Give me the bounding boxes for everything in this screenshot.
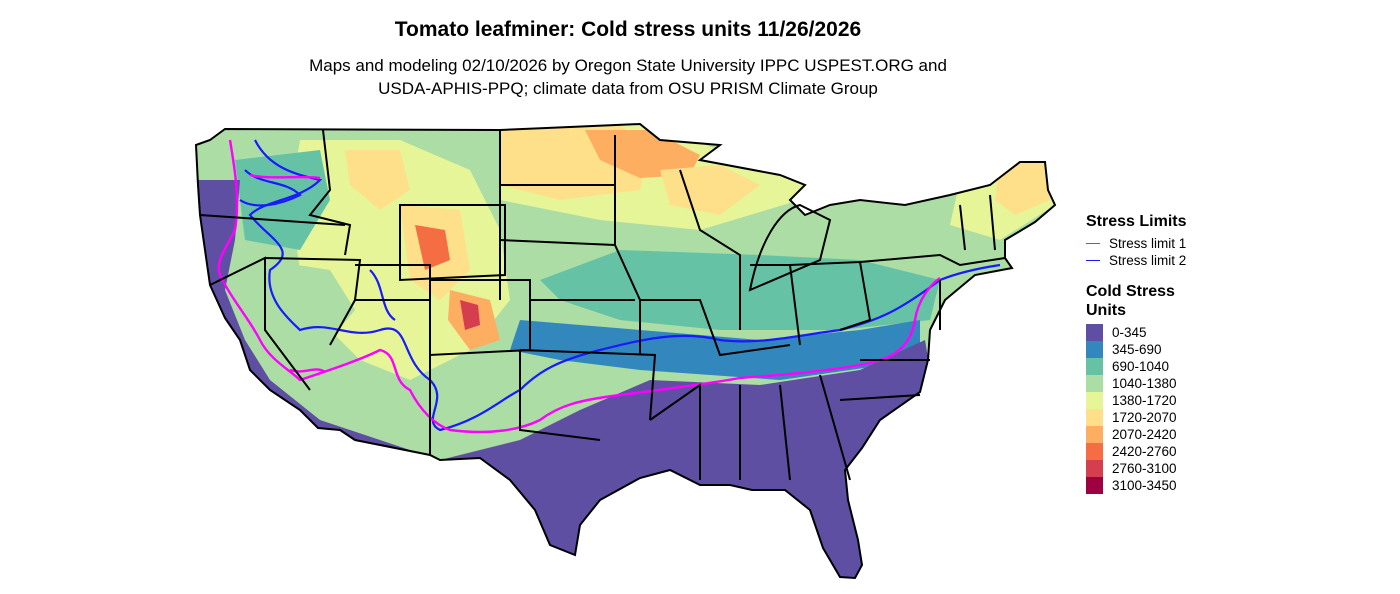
class-3-label: 1040-1380 <box>1112 376 1177 391</box>
class-3-swatch <box>1086 375 1103 392</box>
class-8-label: 2760-3100 <box>1112 461 1177 476</box>
legend-class-1: 345-690 <box>1086 341 1306 358</box>
cold-stress-legend-title: Cold Stress Units <box>1086 282 1306 320</box>
legend-class-6: 2070-2420 <box>1086 426 1306 443</box>
stress-limits-legend-title: Stress Limits <box>1086 213 1187 230</box>
subtitle-line-2: USDA-APHIS-PPQ; climate data from OSU PR… <box>378 79 878 98</box>
us-cold-stress-map <box>195 123 1056 579</box>
subtitle-line-1: Maps and modeling 02/10/2026 by Oregon S… <box>309 56 947 75</box>
class-9-label: 3100-3450 <box>1112 478 1177 493</box>
stress-limit-2-contour <box>239 139 1001 432</box>
class-9-swatch <box>1086 477 1103 494</box>
legend-class-2: 690-1040 <box>1086 358 1306 375</box>
stress-raster <box>196 124 1055 578</box>
class-5-swatch <box>1086 409 1103 426</box>
stress-limit-2-swatch <box>1086 260 1100 261</box>
state-boundaries <box>195 123 1056 579</box>
class-1-label: 345-690 <box>1112 342 1162 357</box>
class-8-swatch <box>1086 460 1103 477</box>
class-6-swatch <box>1086 426 1103 443</box>
map-subtitle: Maps and modeling 02/10/2026 by Oregon S… <box>0 54 1256 100</box>
class-0-swatch <box>1086 324 1103 341</box>
legend-class-3: 1040-1380 <box>1086 375 1306 392</box>
class-4-swatch <box>1086 392 1103 409</box>
class-7-label: 2420-2760 <box>1112 444 1177 459</box>
legend-stress-limit-2: Stress limit 2 <box>1086 252 1306 269</box>
legend-class-9: 3100-3450 <box>1086 477 1306 494</box>
map-legend: Stress Limits Stress limit 1 Stress limi… <box>1086 212 1306 494</box>
class-4-label: 1380-1720 <box>1112 393 1177 408</box>
map-title: Tomato leafminer: Cold stress units 11/2… <box>394 18 862 41</box>
class-7-swatch <box>1086 443 1103 460</box>
class-1-swatch <box>1086 341 1103 358</box>
cold-stress-title-line-1: Cold Stress <box>1086 283 1175 300</box>
stress-limit-1-swatch <box>1086 243 1100 244</box>
legend-class-0: 0-345 <box>1086 324 1306 341</box>
class-6-label: 2070-2420 <box>1112 427 1177 442</box>
stress-limit-1-label: Stress limit 1 <box>1109 236 1187 251</box>
class-0-label: 0-345 <box>1112 325 1147 340</box>
legend-class-5: 1720-2070 <box>1086 409 1306 426</box>
cold-stress-title-line-2: Units <box>1086 302 1126 319</box>
class-5-label: 1720-2070 <box>1112 410 1177 425</box>
class-2-swatch <box>1086 358 1103 375</box>
legend-class-4: 1380-1720 <box>1086 392 1306 409</box>
legend-class-7: 2420-2760 <box>1086 443 1306 460</box>
legend-stress-limit-1: Stress limit 1 <box>1086 235 1306 252</box>
legend-class-8: 2760-3100 <box>1086 460 1306 477</box>
class-2-label: 690-1040 <box>1112 359 1170 374</box>
stress-limit-2-label: Stress limit 2 <box>1109 253 1187 268</box>
stress-limit-1-contour <box>217 139 941 434</box>
